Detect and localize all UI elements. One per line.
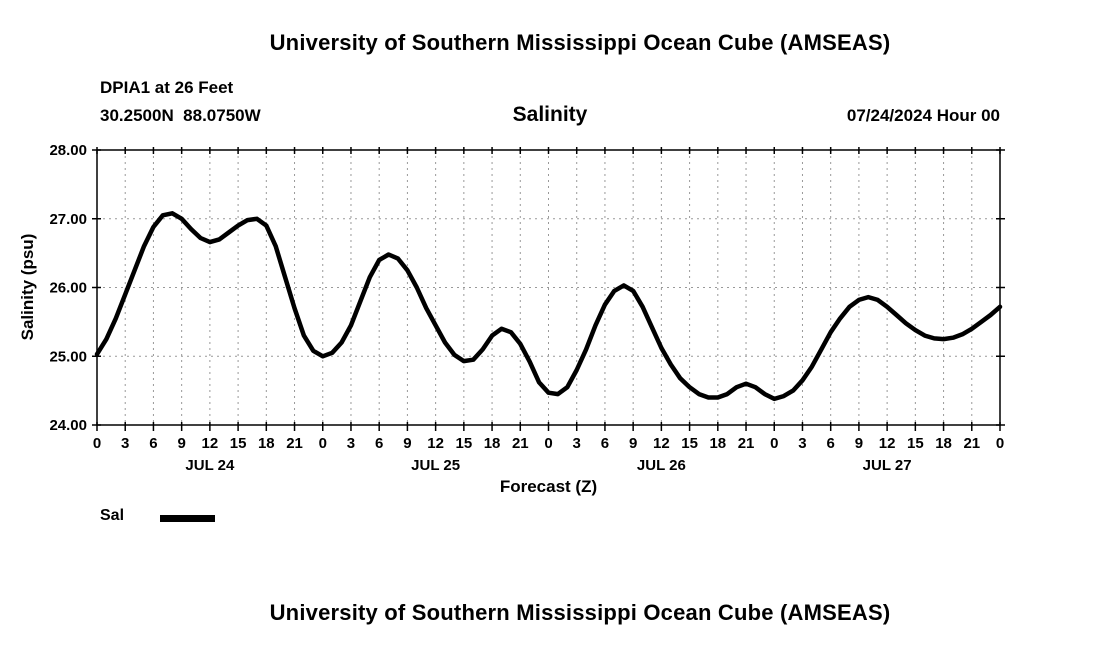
svg-text:18: 18 xyxy=(484,435,501,452)
svg-text:15: 15 xyxy=(230,435,247,452)
svg-text:12: 12 xyxy=(879,435,896,452)
svg-text:9: 9 xyxy=(403,435,411,452)
svg-text:15: 15 xyxy=(681,435,698,452)
svg-text:18: 18 xyxy=(935,435,952,452)
svg-text:3: 3 xyxy=(347,435,355,452)
svg-text:9: 9 xyxy=(177,435,185,452)
svg-text:21: 21 xyxy=(738,435,755,452)
x-axis-label: Forecast (Z) xyxy=(499,477,598,496)
chart-title: Salinity xyxy=(512,103,588,126)
svg-text:JUL 25: JUL 25 xyxy=(411,457,460,474)
svg-text:12: 12 xyxy=(427,435,444,452)
svg-text:12: 12 xyxy=(202,435,219,452)
svg-text:3: 3 xyxy=(121,435,129,452)
svg-text:JUL 24: JUL 24 xyxy=(185,457,235,474)
svg-text:JUL 27: JUL 27 xyxy=(863,457,912,474)
svg-text:12: 12 xyxy=(653,435,670,452)
svg-text:21: 21 xyxy=(963,435,980,452)
svg-text:9: 9 xyxy=(629,435,637,452)
page-title: University of Southern Mississippi Ocean… xyxy=(269,30,891,55)
svg-text:15: 15 xyxy=(456,435,473,452)
svg-text:24.00: 24.00 xyxy=(49,417,87,434)
svg-text:0: 0 xyxy=(319,435,327,452)
svg-text:6: 6 xyxy=(149,435,157,452)
svg-text:18: 18 xyxy=(709,435,726,452)
svg-text:21: 21 xyxy=(286,435,303,452)
svg-text:9: 9 xyxy=(855,435,863,452)
legend-series-label: Sal xyxy=(100,507,125,524)
svg-text:3: 3 xyxy=(573,435,581,452)
svg-text:26.00: 26.00 xyxy=(49,280,87,297)
svg-text:27.00: 27.00 xyxy=(49,211,87,228)
svg-text:0: 0 xyxy=(996,435,1004,452)
coordinates-label: 30.2500N 88.0750W xyxy=(100,106,261,125)
svg-text:18: 18 xyxy=(258,435,275,452)
legend-line-swatch xyxy=(160,515,215,522)
svg-text:28.00: 28.00 xyxy=(49,142,87,159)
svg-text:15: 15 xyxy=(907,435,924,452)
svg-text:JUL 26: JUL 26 xyxy=(637,457,686,474)
svg-text:3: 3 xyxy=(798,435,806,452)
svg-text:6: 6 xyxy=(375,435,383,452)
svg-text:21: 21 xyxy=(512,435,529,452)
page-footer-title: University of Southern Mississippi Ocean… xyxy=(269,600,891,625)
svg-text:25.00: 25.00 xyxy=(49,348,87,365)
svg-text:0: 0 xyxy=(544,435,552,452)
station-label: DPIA1 at 26 Feet xyxy=(100,78,234,97)
svg-text:0: 0 xyxy=(770,435,778,452)
forecast-datetime-label: 07/24/2024 Hour 00 xyxy=(846,106,1000,125)
svg-text:6: 6 xyxy=(827,435,835,452)
svg-text:6: 6 xyxy=(601,435,609,452)
svg-text:0: 0 xyxy=(93,435,101,452)
